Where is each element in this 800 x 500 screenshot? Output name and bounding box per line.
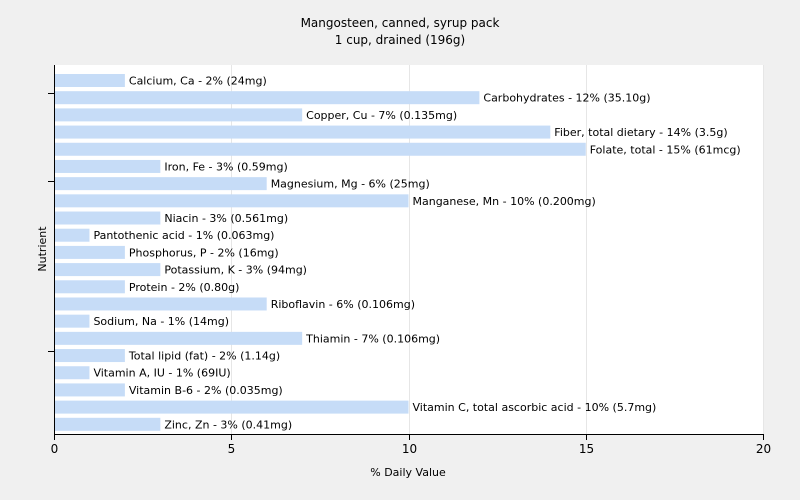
bar-labels: Calcium, Ca - 2% (24mg) Carbohydrates - 1… — [93, 75, 740, 432]
bar-label: Iron, Fe - 3% (0.59mg) — [164, 160, 287, 173]
bar — [55, 108, 303, 122]
x-ticks: 0 5 10 15 20 — [51, 434, 771, 456]
bar — [55, 177, 267, 191]
bar — [55, 194, 409, 208]
bar-label: Calcium, Ca - 2% (24mg) — [129, 75, 267, 88]
bar — [55, 228, 90, 242]
bars — [55, 74, 586, 431]
bar-label: Niacin - 3% (0.561mg) — [164, 212, 288, 225]
bar-label: Fiber, total dietary - 14% (3.5g) — [554, 126, 727, 139]
bar-label: Vitamin C, total ascorbic acid - 10% (5.… — [413, 401, 657, 414]
bar — [55, 331, 303, 345]
bar-label: Manganese, Mn - 10% (0.200mg) — [413, 195, 596, 208]
bar-label: Zinc, Zn - 3% (0.41mg) — [164, 418, 292, 431]
bar-label: Pantothenic acid - 1% (0.063mg) — [93, 229, 274, 242]
bar — [55, 417, 161, 431]
bar-label: Thiamin - 7% (0.106mg) — [305, 332, 440, 345]
bar — [55, 280, 125, 294]
bar — [55, 297, 267, 311]
chart-title: Mangosteen, canned, syrup pack — [301, 16, 500, 30]
bar-label: Potassium, K - 3% (94mg) — [164, 264, 307, 277]
bar — [55, 314, 90, 328]
y-axis-title: Nutrient — [36, 226, 49, 272]
x-tick-label: 20 — [756, 442, 771, 456]
x-tick-label: 5 — [228, 442, 236, 456]
bar — [55, 263, 161, 277]
chart-subtitle: 1 cup, drained (196g) — [335, 33, 465, 47]
x-tick-label: 10 — [402, 442, 417, 456]
bar-label: Phosphorus, P - 2% (16mg) — [129, 246, 279, 259]
bar — [55, 383, 125, 397]
bar — [55, 74, 125, 87]
axes — [48, 65, 763, 435]
bar — [55, 159, 161, 173]
bar-label: Folate, total - 15% (61mcg) — [590, 143, 741, 156]
bar — [55, 366, 90, 380]
bar — [55, 349, 125, 363]
bar — [55, 211, 161, 225]
bar-label: Total lipid (fat) - 2% (1.14g) — [128, 350, 280, 363]
bar — [55, 245, 125, 259]
bar — [55, 400, 409, 414]
bar-label: Magnesium, Mg - 6% (25mg) — [271, 178, 430, 191]
bar-label: Sodium, Na - 1% (14mg) — [93, 315, 229, 328]
x-axis-title: % Daily Value — [370, 466, 446, 479]
bar-label: Carbohydrates - 12% (35.10g) — [483, 92, 650, 105]
bar-label: Copper, Cu - 7% (0.135mg) — [306, 109, 457, 122]
bar-label: Riboflavin - 6% (0.106mg) — [271, 298, 415, 311]
bar — [55, 91, 480, 105]
bar-label: Protein - 2% (0.80g) — [129, 281, 240, 294]
bar-label: Vitamin A, IU - 1% (69IU) — [93, 367, 230, 380]
x-tick-label: 0 — [51, 442, 59, 456]
bar-label: Vitamin B-6 - 2% (0.035mg) — [129, 384, 283, 397]
x-tick-label: 15 — [579, 442, 594, 456]
bar — [55, 125, 551, 139]
bar — [55, 142, 586, 156]
